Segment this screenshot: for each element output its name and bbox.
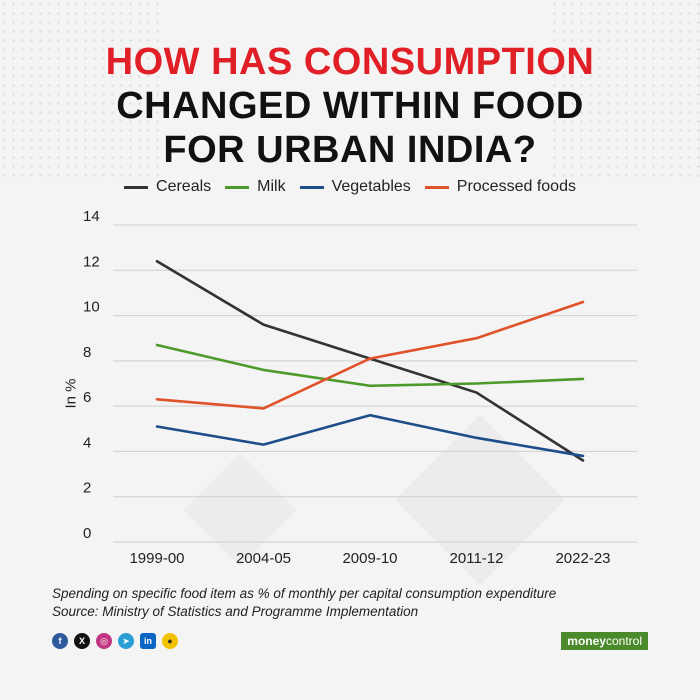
- legend-swatch: [124, 185, 149, 189]
- y-tick-label: 2: [83, 480, 91, 497]
- legend-item: Milk: [225, 178, 286, 196]
- page-title: HOW HAS CONSUMPTION CHANGED WITHIN FOOD …: [0, 40, 700, 172]
- x-tick-label: 2022-23: [555, 550, 610, 567]
- footnote: Spending on specific food item as % of m…: [52, 585, 556, 621]
- brand-part-2: control: [605, 634, 642, 648]
- x-icon[interactable]: X: [74, 633, 90, 649]
- title-line-1: HOW HAS CONSUMPTION: [105, 41, 595, 83]
- linkedin-icon[interactable]: in: [140, 633, 156, 649]
- legend-swatch: [299, 185, 324, 189]
- telegram-icon[interactable]: ➤: [118, 633, 134, 649]
- legend-item: Processed foods: [424, 178, 576, 196]
- x-tick-label: 1999-00: [129, 550, 184, 567]
- legend-label: Milk: [257, 178, 286, 195]
- brand-logo[interactable]: moneycontrol: [561, 632, 648, 650]
- title-line-3: FOR URBAN INDIA?: [163, 129, 537, 171]
- facebook-icon[interactable]: f: [52, 633, 68, 649]
- instagram-icon[interactable]: ◎: [96, 633, 112, 649]
- y-tick-label: 14: [83, 208, 100, 225]
- y-tick-label: 0: [83, 525, 91, 542]
- legend-swatch: [424, 185, 449, 189]
- legend-swatch: [225, 185, 250, 189]
- legend-item: Vegetables: [299, 178, 411, 196]
- social-icons: f X ◎ ➤ in ●: [52, 633, 178, 649]
- legend-label: Cereals: [156, 178, 212, 195]
- y-tick-label: 4: [83, 434, 91, 451]
- koo-icon[interactable]: ●: [162, 633, 178, 649]
- background-dots: [0, 0, 160, 180]
- footnote-description: Spending on specific food item as % of m…: [52, 586, 557, 601]
- x-tick-label: 2009-10: [342, 550, 397, 567]
- brand-part-1: money: [567, 634, 606, 648]
- background-dots: [550, 0, 700, 180]
- legend-label: Vegetables: [331, 178, 411, 195]
- y-tick-label: 6: [83, 389, 91, 406]
- footnote-source: Source: Ministry of Statistics and Progr…: [52, 604, 419, 619]
- x-tick-label: 2011-12: [450, 550, 504, 567]
- y-axis-label: In %: [62, 378, 80, 409]
- series-line-vegetables: [155, 413, 585, 458]
- y-tick-label: 12: [83, 253, 100, 270]
- legend-item: Cereals: [124, 178, 211, 196]
- legend-label: Processed foods: [456, 178, 576, 195]
- series-line-milk: [155, 343, 585, 388]
- y-tick-label: 10: [83, 299, 100, 316]
- title-line-2: CHANGED WITHIN FOOD: [116, 85, 584, 127]
- series-line-processed-foods: [155, 300, 585, 410]
- y-tick-label: 8: [83, 344, 91, 361]
- x-tick-label: 2004-05: [236, 550, 291, 567]
- chart-legend: Cereals Milk Vegetables Processed foods: [0, 178, 700, 196]
